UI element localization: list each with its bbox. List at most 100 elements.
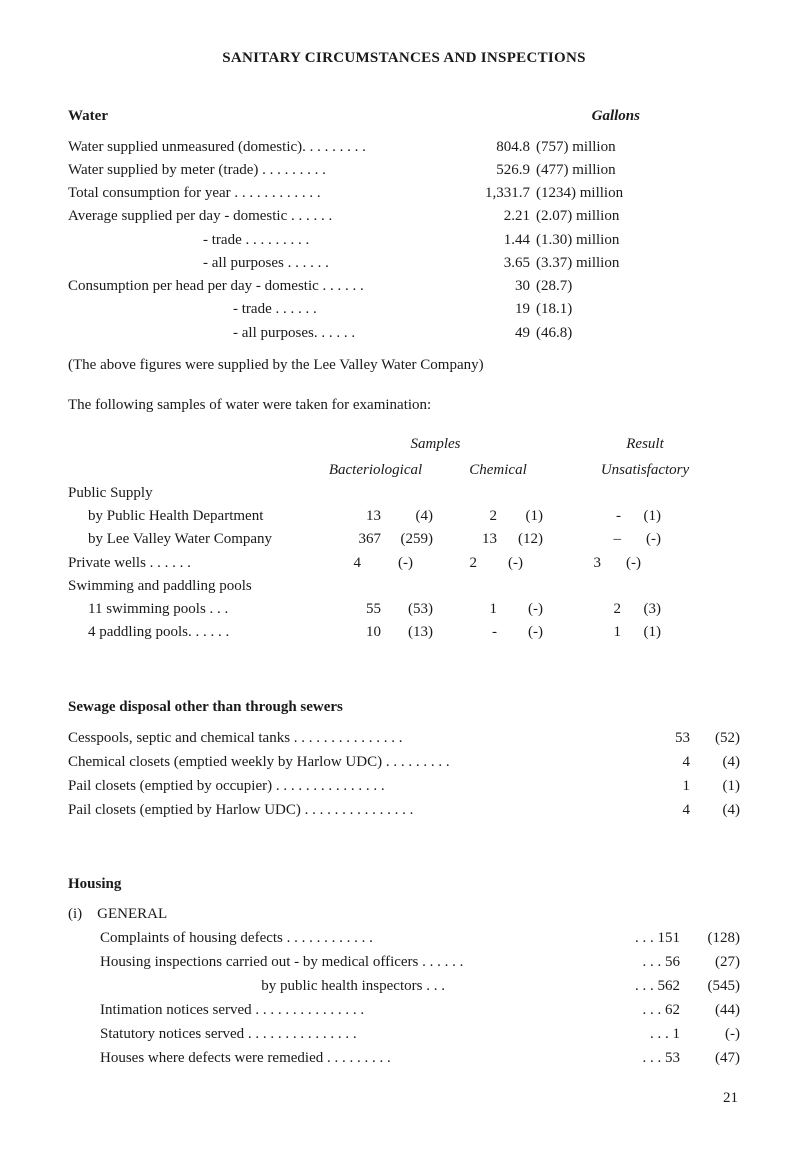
water-heading: Water <box>68 106 108 128</box>
cell: (27) <box>680 950 740 974</box>
water-val: 19 <box>458 298 530 321</box>
water-row: Total consumption for year . . . . . . .… <box>68 182 740 205</box>
water-row: Consumption per head per day - domestic … <box>68 275 740 298</box>
water-note-2: The following samples of water were take… <box>68 395 740 417</box>
water-label: Average supplied per day - domestic . . … <box>68 205 458 228</box>
water-val: 1,331.7 <box>458 182 530 205</box>
page-title: SANITARY CIRCUMSTANCES AND INSPECTIONS <box>68 48 740 70</box>
samples-table: Public Supply by Public Health Departmen… <box>68 482 740 645</box>
sewage-label: Cesspools, septic and chemical tanks . .… <box>68 726 640 750</box>
housing-label: by public health inspectors . . . <box>100 974 590 998</box>
water-table: Water supplied unmeasured (domestic). . … <box>68 136 740 345</box>
cell: . . . 1 <box>590 1022 680 1046</box>
water-label: - trade . . . . . . <box>68 298 458 321</box>
cell: - <box>563 505 621 528</box>
cell: . . . 151 <box>590 926 680 950</box>
sewage-table: Cesspools, septic and chemical tanks . .… <box>68 726 740 822</box>
cell: (-) <box>477 552 543 575</box>
water-note-1: (The above figures were supplied by the … <box>68 355 740 377</box>
cell: 2 <box>453 505 497 528</box>
housing-label: Complaints of housing defects . . . . . … <box>100 926 590 950</box>
water-row: - all purposes . . . . . .3.65(3.37) mil… <box>68 252 740 275</box>
water-val: 804.8 <box>458 136 530 159</box>
water-val: 30 <box>458 275 530 298</box>
cell: 53 <box>640 726 690 750</box>
water-label: Water supplied unmeasured (domestic). . … <box>68 136 458 159</box>
cell: (52) <box>690 726 740 750</box>
cell: (-) <box>497 621 563 644</box>
water-row: - all purposes. . . . . .49(46.8) <box>68 322 740 345</box>
water-unit: (28.7) <box>530 275 666 298</box>
water-val: 526.9 <box>458 159 530 182</box>
cell: 3 <box>543 552 601 575</box>
cell: 2 <box>433 552 477 575</box>
water-val: 49 <box>458 322 530 345</box>
sewage-row: Pail closets (emptied by occupier) . . .… <box>68 774 740 798</box>
cell: 4 <box>313 552 361 575</box>
cell: (4) <box>690 798 740 822</box>
housing-row: Complaints of housing defects . . . . . … <box>100 926 740 950</box>
water-label: - all purposes . . . . . . <box>68 252 458 275</box>
sample-row: Private wells . . . . . .4(-)2(-)3(-) <box>68 552 740 575</box>
cell: (-) <box>601 552 641 575</box>
cell: (-) <box>621 528 661 551</box>
cell: 367 <box>333 528 381 551</box>
sewage-row: Cesspools, septic and chemical tanks . .… <box>68 726 740 750</box>
cell: (-) <box>361 552 433 575</box>
cell: 55 <box>333 598 381 621</box>
cell: (53) <box>381 598 453 621</box>
cell: (259) <box>381 528 453 551</box>
sample-row: 4 paddling pools. . . . . .10(13)-(-)1(1… <box>68 621 740 644</box>
housing-label: Intimation notices served . . . . . . . … <box>100 998 590 1022</box>
cell: 1 <box>563 621 621 644</box>
water-val: 2.21 <box>458 205 530 228</box>
water-row: Water supplied by meter (trade) . . . . … <box>68 159 740 182</box>
water-row: Average supplied per day - domestic . . … <box>68 205 740 228</box>
water-unit: (46.8) <box>530 322 666 345</box>
housing-heading: Housing <box>68 874 740 896</box>
cell: (13) <box>381 621 453 644</box>
sewage-heading: Sewage disposal other than through sewer… <box>68 697 740 719</box>
unsat-col-head: Unsatisfactory <box>558 460 740 482</box>
cell: (-) <box>680 1022 740 1046</box>
cell: . . . 62 <box>590 998 680 1022</box>
sample-label: 4 paddling pools. . . . . . <box>68 621 333 644</box>
water-label: Water supplied by meter (trade) . . . . … <box>68 159 458 182</box>
cell: (1) <box>621 505 661 528</box>
water-unit: (1.30) million <box>530 229 666 252</box>
sample-label: 11 swimming pools . . . <box>68 598 333 621</box>
cell: . . . 56 <box>590 950 680 974</box>
water-unit: (3.37) million <box>530 252 666 275</box>
result-col-head: Result <box>558 434 740 456</box>
water-label: - trade . . . . . . . . . <box>68 229 458 252</box>
sewage-label: Pail closets (emptied by occupier) . . .… <box>68 774 640 798</box>
water-row: - trade . . . . . . . . .1.44(1.30) mill… <box>68 229 740 252</box>
water-label: - all purposes. . . . . . <box>68 322 458 345</box>
cell: (1) <box>690 774 740 798</box>
cell: . . . 53 <box>590 1046 680 1070</box>
housing-row: Houses where defects were remedied . . .… <box>100 1046 740 1070</box>
cell: (47) <box>680 1046 740 1070</box>
water-val: 1.44 <box>458 229 530 252</box>
sewage-row: Chemical closets (emptied weekly by Harl… <box>68 750 740 774</box>
cell: (1) <box>621 621 661 644</box>
housing-general: (i) GENERAL <box>68 904 740 926</box>
cell: (3) <box>621 598 661 621</box>
water-unit: (2.07) million <box>530 205 666 228</box>
water-unit: (1234) million <box>530 182 666 205</box>
cell: 10 <box>333 621 381 644</box>
cell: - <box>453 621 497 644</box>
sample-label: Private wells . . . . . . <box>68 552 313 575</box>
water-unit: (757) million <box>530 136 666 159</box>
chem-col-head: Chemical <box>438 460 558 482</box>
water-label: Consumption per head per day - domestic … <box>68 275 458 298</box>
housing-table: Complaints of housing defects . . . . . … <box>68 926 740 1070</box>
samples-header-1: Samples Result <box>68 434 740 456</box>
water-row: - trade . . . . . .19(18.1) <box>68 298 740 321</box>
housing-row: Statutory notices served . . . . . . . .… <box>100 1022 740 1046</box>
cell: 1 <box>640 774 690 798</box>
cell: . . . 562 <box>590 974 680 998</box>
cell: 4 <box>640 798 690 822</box>
sample-row: by Lee Valley Water Company367(259)13(12… <box>68 528 740 551</box>
housing-row: by public health inspectors . . .. . . 5… <box>100 974 740 998</box>
